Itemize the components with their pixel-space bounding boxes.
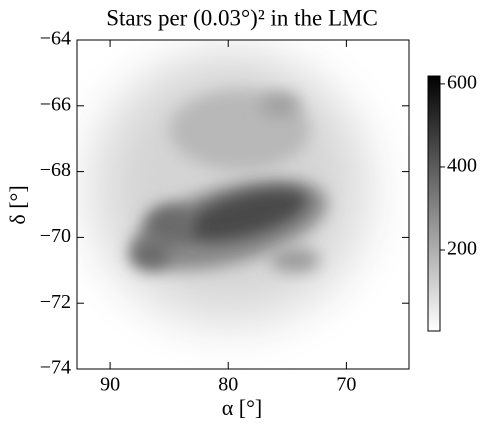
colorbar-tick-label: 600 xyxy=(447,71,477,93)
y-tick-label: −70 xyxy=(40,225,71,247)
chart-title: Stars per (0.03°)² in the LMC xyxy=(106,5,378,30)
y-tick-label: −68 xyxy=(40,159,71,181)
y-tick-label: −64 xyxy=(40,28,71,50)
colorbar xyxy=(427,75,441,332)
x-tick-label: 80 xyxy=(218,374,238,396)
colorbar-tick-label: 400 xyxy=(447,155,477,177)
y-tick-label: −66 xyxy=(40,93,71,115)
y-tick-label: −72 xyxy=(40,291,71,313)
y-tick-label: −74 xyxy=(40,357,71,379)
plot-frame xyxy=(76,39,410,370)
x-tick-label: 70 xyxy=(336,374,356,396)
x-axis-label: α [°] xyxy=(222,395,262,420)
y-axis-label: δ [°] xyxy=(5,185,30,224)
colorbar-tick-label: 200 xyxy=(447,238,477,260)
x-tick-label: 90 xyxy=(100,374,120,396)
density-image xyxy=(77,40,409,369)
